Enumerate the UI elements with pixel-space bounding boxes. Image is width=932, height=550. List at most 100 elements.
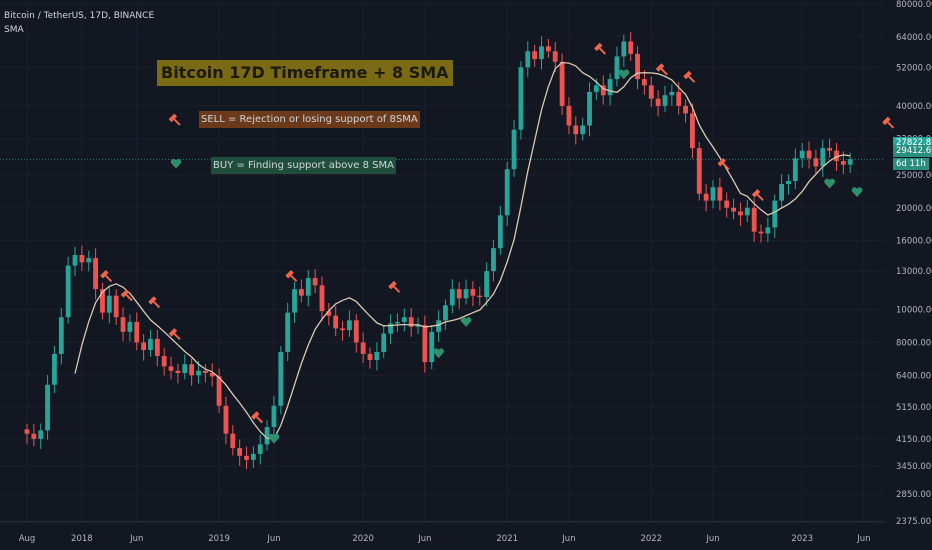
y-tick-label: 80000.00 — [896, 0, 932, 10]
bar-countdown-label: 6d 11h — [893, 158, 929, 171]
y-tick-label: 64000.00 — [896, 33, 932, 43]
candle-body — [326, 311, 332, 316]
hammer-handle — [722, 162, 730, 170]
candle-body — [436, 320, 441, 332]
candle-body — [744, 207, 750, 216]
candle-body — [696, 148, 702, 194]
hammer-handle — [887, 121, 895, 129]
sell-hammer-icon — [100, 269, 113, 283]
buy-heart-icon — [268, 433, 280, 444]
candle-body — [93, 258, 98, 290]
indicator-label[interactable]: SMA — [4, 25, 24, 35]
candle-body — [285, 312, 291, 352]
hammer-handle — [153, 301, 161, 309]
candle-body — [299, 289, 304, 296]
candle-body — [106, 295, 112, 313]
candle-body — [429, 331, 435, 363]
candle-body — [148, 338, 153, 351]
sell-hammer-icon — [120, 289, 133, 302]
candle-body — [628, 41, 634, 54]
y-tick-label: 25000.00 — [896, 171, 932, 181]
sell-hammer-icon — [751, 189, 764, 202]
candle-body — [717, 187, 723, 201]
candle-body — [196, 370, 201, 376]
candle-body — [751, 207, 757, 232]
candle-body — [134, 321, 140, 343]
candle-body — [120, 317, 126, 332]
candle-body — [347, 320, 352, 331]
candle-body — [65, 265, 71, 318]
candle-body — [340, 328, 345, 331]
sell-legend-icon — [168, 113, 181, 126]
candle-body — [607, 79, 613, 96]
x-tick-label: 2023 — [791, 534, 813, 544]
chart-title-annotation: Bitcoin 17D Timeframe + 8 SMA — [157, 60, 453, 86]
candle-body — [683, 105, 688, 114]
sell-hammer-icon — [683, 70, 696, 83]
candles — [24, 31, 853, 470]
hammer-handle — [105, 274, 113, 283]
candle-body — [484, 271, 490, 298]
candle-body — [292, 289, 297, 313]
sell-hammer-icon — [148, 296, 161, 309]
candle-body — [470, 289, 476, 296]
x-tick-label: 2022 — [640, 534, 662, 544]
candle-body — [333, 315, 339, 329]
candle-body — [545, 46, 551, 52]
candle-body — [79, 255, 85, 263]
signal-markers — [100, 42, 895, 444]
candle-body — [388, 323, 393, 334]
y-tick-label: 16000.00 — [896, 237, 932, 247]
hammer-head — [148, 296, 157, 305]
candle-body — [820, 148, 826, 167]
candle-body — [456, 289, 462, 299]
candle-body — [491, 248, 496, 272]
candle-body — [127, 321, 133, 332]
sell-hammer-icon — [251, 411, 264, 424]
hammer-head — [882, 116, 891, 126]
sell-hammer-icon — [285, 269, 298, 283]
candle-body — [559, 61, 565, 106]
time-axis[interactable]: Aug 2018 Jun 2019 Jun 2020 Jun 2021 Jun 2022 Jun 20… — [0, 521, 885, 544]
candle-body — [580, 125, 586, 135]
candle-body — [497, 215, 503, 249]
candle-body — [353, 320, 359, 343]
candle-body — [463, 289, 469, 299]
sell-hammer-icon — [168, 328, 181, 341]
candle-body — [443, 305, 448, 321]
buy-heart-icon — [824, 178, 835, 189]
y-tick-label: 52000.00 — [896, 63, 932, 73]
sell-hammer-icon — [388, 280, 401, 293]
candle-body — [202, 370, 208, 374]
y-tick-label: 8000.00 — [896, 338, 931, 348]
candle-body — [799, 150, 805, 159]
hammer-handle — [598, 47, 607, 55]
candle-body — [175, 370, 181, 374]
candle-body — [237, 448, 243, 456]
sell-hammer-icon — [717, 157, 730, 170]
candle-body — [312, 278, 318, 286]
candle-body — [449, 289, 455, 306]
candle-body — [141, 342, 147, 351]
candle-body — [38, 430, 44, 439]
candle-body — [305, 278, 311, 296]
candle-body — [772, 200, 778, 228]
candle-body — [758, 231, 764, 234]
hammer-head — [751, 189, 761, 198]
candle-body — [635, 53, 640, 80]
candle-body — [161, 355, 167, 367]
hammer-head — [594, 42, 603, 52]
hammer-handle — [173, 333, 181, 341]
candle-body — [52, 353, 57, 385]
x-tick-label: Jun — [561, 534, 575, 544]
candle-body — [786, 180, 791, 185]
buy-heart-icon — [618, 69, 630, 80]
candle-body — [621, 41, 627, 57]
candle-body — [566, 105, 572, 126]
x-tick-label: 2020 — [352, 534, 374, 544]
candle-body — [113, 295, 119, 318]
candle-body — [395, 321, 400, 324]
y-tick-label: 13000.00 — [896, 267, 932, 277]
